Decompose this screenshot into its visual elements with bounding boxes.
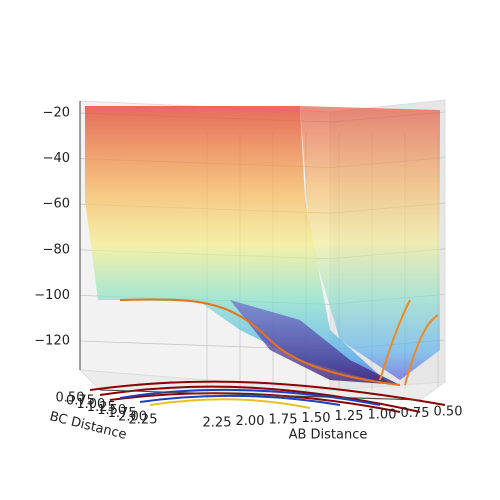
- trajectory: [379, 299, 439, 386]
- trajectory: [119, 298, 401, 386]
- y-tick-label: 0.50: [56, 391, 85, 406]
- floor-pane: [78, 369, 447, 401]
- x-tick-label: 1.75: [269, 412, 298, 427]
- x-tick-label: 2.25: [203, 416, 232, 431]
- z-tick-label: −40: [43, 151, 70, 166]
- z-tick-label: −20: [43, 106, 70, 121]
- x-tick-label: 1.25: [335, 409, 364, 424]
- x-axis-label: AB Distance: [289, 428, 368, 443]
- y-tick-label: 2.00: [118, 409, 147, 424]
- contour: [149, 398, 311, 409]
- y-tick-label: 0.75: [66, 394, 95, 409]
- y-tick-label: 1.25: [87, 400, 116, 415]
- x-tick-label: 0.75: [401, 406, 430, 421]
- x-tick-label: 1.50: [302, 411, 331, 426]
- surface: [85, 106, 390, 385]
- y-tick-label: 2.25: [129, 413, 158, 428]
- surface-well: [230, 300, 400, 385]
- z-tick-label: −60: [43, 197, 70, 212]
- x-axis: [99, 389, 421, 401]
- z-tick-label: −100: [34, 288, 70, 303]
- x-tick-label: 2.00: [236, 414, 265, 429]
- z-tick-label: −120: [34, 334, 70, 349]
- z-tick-label: −80: [43, 242, 70, 257]
- y-tick-label: 1.75: [108, 406, 137, 421]
- x-tick-label: 0.50: [434, 405, 463, 420]
- y-tick-label: 1.50: [97, 403, 126, 418]
- x-tick-label: 1.00: [368, 408, 397, 423]
- y-tick-label: 1.00: [76, 397, 105, 412]
- contour: [119, 388, 381, 406]
- contour: [89, 380, 446, 413]
